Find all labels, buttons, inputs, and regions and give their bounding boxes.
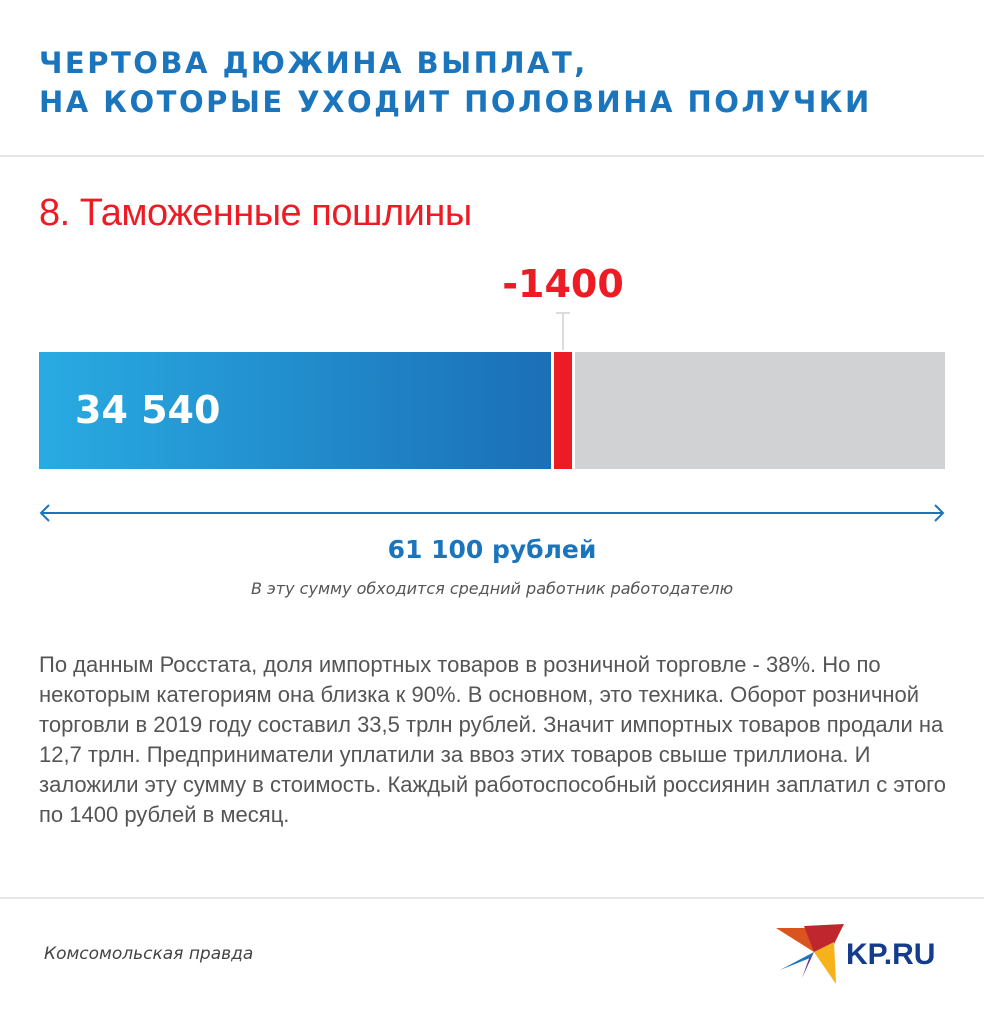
- bar-segment-customs-duties: [554, 352, 572, 469]
- body-text: По данным Росстата, доля импортных товар…: [39, 652, 946, 827]
- footer-divider: [0, 897, 984, 899]
- title-line-1: ЧЕРТОВА ДЮЖИНА ВЫПЛАТ,: [39, 46, 588, 80]
- deduction-label: -1400: [502, 262, 624, 306]
- remaining-value-label: 34 540: [75, 388, 221, 432]
- divider: [0, 155, 984, 157]
- total-label: 61 100 рублей: [387, 535, 597, 564]
- deduction-pointer: [562, 312, 565, 350]
- chart-title: 8. Таможенные пошлины: [39, 192, 472, 234]
- bar-segment-remaining: 34 540: [39, 352, 552, 469]
- total-caption: В эту сумму обходится средний работник р…: [250, 579, 734, 598]
- source-label: Комсомольская правда: [44, 944, 254, 964]
- double-arrow-icon: [39, 504, 945, 522]
- page-title: ЧЕРТОВА ДЮЖИНА ВЫПЛАТ, НА КОТОРЫЕ УХОДИТ…: [39, 44, 872, 122]
- deduction-pointer-cap: [556, 312, 571, 314]
- title-line-2: НА КОТОРЫЕ УХОДИТ ПОЛОВИНА ПОЛУЧКИ: [39, 85, 872, 119]
- logo-text: KP.RU: [846, 938, 935, 971]
- bar-segment-other: [574, 352, 945, 469]
- kp-logo: KP.RU: [776, 924, 935, 984]
